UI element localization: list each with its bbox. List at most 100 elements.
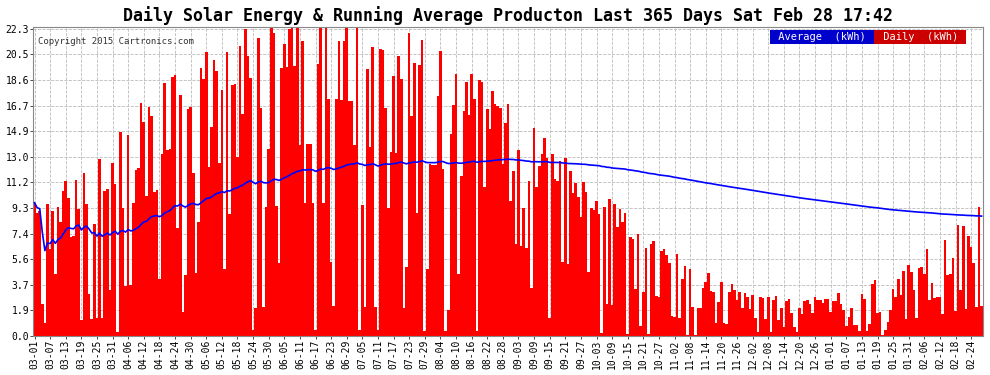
Bar (814, 297, 817, 336)
Bar (496, 106, 499, 336)
Text: Average  (kWh): Average (kWh) (772, 32, 872, 42)
Bar (809, 304, 811, 336)
Bar (881, 335, 884, 336)
Bar (748, 309, 751, 336)
Bar (889, 310, 892, 336)
Bar (590, 208, 593, 336)
Bar (216, 72, 218, 336)
Bar (723, 323, 726, 336)
Bar (665, 255, 668, 336)
Bar (502, 164, 504, 336)
Bar (902, 272, 905, 336)
Bar (325, 26, 328, 336)
Bar (915, 318, 918, 336)
Bar (764, 319, 767, 336)
Bar (49, 249, 51, 336)
Bar (132, 202, 135, 336)
Bar (887, 322, 889, 336)
Bar (264, 207, 267, 336)
Bar (454, 74, 457, 336)
Bar (663, 249, 665, 336)
Bar (929, 300, 931, 336)
Bar (863, 298, 866, 336)
Bar (187, 109, 189, 336)
Bar (741, 308, 743, 336)
Bar (624, 213, 627, 336)
Bar (649, 244, 652, 336)
Bar (866, 331, 868, 336)
Bar (421, 40, 424, 336)
Bar (746, 297, 748, 336)
Bar (954, 311, 957, 336)
Bar (341, 100, 343, 336)
Bar (424, 330, 426, 336)
Bar (551, 154, 553, 336)
Bar (296, 27, 299, 336)
Bar (67, 198, 69, 336)
Bar (879, 312, 881, 336)
Bar (710, 291, 712, 336)
Bar (972, 262, 975, 336)
Bar (440, 51, 442, 336)
Bar (416, 213, 419, 336)
Bar (538, 166, 541, 336)
Bar (822, 303, 824, 336)
Bar (486, 109, 488, 336)
Bar (512, 171, 515, 336)
Bar (226, 53, 229, 336)
Bar (632, 239, 635, 336)
Bar (964, 309, 967, 336)
Bar (577, 197, 579, 336)
Bar (921, 267, 923, 336)
Bar (850, 308, 852, 336)
Bar (855, 325, 858, 336)
Bar (681, 279, 684, 336)
Bar (328, 99, 330, 336)
Bar (558, 161, 561, 336)
Bar (390, 152, 392, 336)
Bar (978, 207, 980, 336)
Bar (353, 145, 355, 336)
Bar (371, 46, 374, 336)
Bar (627, 334, 629, 336)
Bar (348, 100, 350, 336)
Bar (660, 251, 663, 336)
Bar (504, 123, 507, 336)
Bar (44, 323, 47, 336)
Bar (616, 227, 619, 336)
Bar (202, 79, 205, 336)
Bar (582, 183, 585, 336)
Bar (166, 150, 168, 336)
Bar (140, 103, 143, 336)
Bar (897, 279, 900, 336)
Bar (335, 99, 338, 336)
Bar (244, 29, 247, 336)
Bar (734, 290, 736, 336)
Bar (884, 330, 887, 336)
Bar (739, 292, 741, 336)
Bar (152, 192, 155, 336)
Bar (832, 301, 835, 336)
Bar (160, 154, 163, 336)
Bar (676, 254, 678, 336)
Bar (643, 292, 644, 336)
Bar (611, 305, 614, 336)
Bar (181, 312, 184, 336)
Bar (64, 181, 67, 336)
Text: Daily  (kWh): Daily (kWh) (876, 32, 964, 42)
Bar (587, 272, 590, 336)
Bar (109, 290, 111, 336)
Bar (603, 207, 606, 336)
Bar (523, 207, 525, 336)
Bar (673, 317, 676, 336)
Bar (301, 41, 304, 336)
Bar (41, 304, 44, 336)
Text: Copyright 2015 Cartronics.com: Copyright 2015 Cartronics.com (38, 37, 194, 46)
Bar (923, 274, 926, 336)
Bar (827, 299, 830, 336)
Bar (790, 314, 793, 336)
Bar (470, 74, 473, 336)
Bar (343, 41, 346, 336)
Bar (959, 290, 962, 336)
Bar (775, 296, 777, 336)
